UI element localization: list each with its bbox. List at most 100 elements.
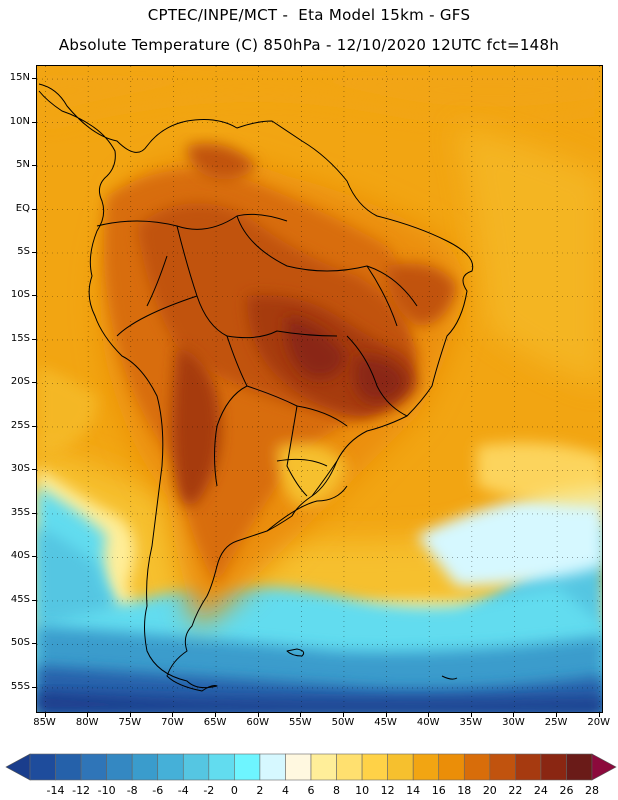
lon-label: 30W	[502, 717, 525, 728]
lat-label: 5N	[16, 159, 30, 171]
lat-label: EQ	[15, 202, 30, 214]
colorbar-label: 4	[281, 784, 289, 797]
map-title-line2: Absolute Temperature (C) 850hPa - 12/10/…	[58, 36, 560, 54]
colorbar-cell	[29, 753, 56, 781]
lat-label: 15N	[9, 72, 30, 84]
colorbar-cell	[566, 753, 593, 781]
colorbar-cell	[131, 753, 159, 781]
lat-tick	[32, 686, 36, 688]
lon-tick	[172, 713, 174, 717]
colorbar-cell	[157, 753, 184, 781]
lon-label: 20W	[587, 717, 611, 728]
map-title-line1: CPTEC/INPE/MCT - Eta Model 15km - GFS	[147, 6, 471, 24]
colorbar-cell	[208, 753, 235, 781]
lat-tick	[32, 469, 36, 471]
lat-label: 30S	[10, 463, 30, 475]
lon-label: 25W	[544, 717, 568, 728]
colorbar-cell	[489, 753, 516, 781]
lon-label: 35W	[459, 717, 483, 728]
colorbar-label: 16	[431, 784, 446, 797]
lat-label: 15S	[10, 332, 30, 344]
lon-tick	[129, 713, 131, 717]
lat-tick	[32, 295, 36, 297]
lat-tick	[32, 643, 36, 645]
colorbar-label: 8	[333, 784, 341, 797]
lon-label: 40W	[416, 717, 440, 728]
colorbar-label: 12	[380, 784, 395, 797]
lon-tick	[428, 713, 430, 717]
colorbar-label: 18	[457, 784, 472, 797]
temperature-map	[36, 65, 603, 713]
colorbar-label: -10	[97, 784, 116, 797]
lon-label: 85W	[33, 717, 56, 728]
lon-tick	[556, 713, 558, 717]
lat-label: 20S	[10, 376, 30, 388]
lat-label: 40S	[10, 550, 30, 562]
lat-label: 25S	[10, 419, 30, 431]
temperature-colorbar	[5, 753, 617, 781]
lat-tick	[32, 121, 36, 123]
colorbar-label: -12	[72, 784, 91, 797]
lon-label: 75W	[118, 717, 142, 728]
colorbar-cell	[55, 753, 82, 781]
lat-tick	[32, 599, 36, 601]
colorbar-cell	[540, 753, 567, 781]
colorbar-cell	[463, 753, 491, 781]
colorbar-cell	[412, 753, 440, 781]
lon-label: 70W	[161, 717, 184, 728]
colorbar-label: -14	[46, 784, 65, 797]
colorbar-label: 14	[406, 784, 421, 797]
colorbar-cell	[336, 753, 363, 781]
colorbar-cell	[438, 753, 465, 781]
lat-tick	[32, 512, 36, 514]
lon-tick	[257, 713, 259, 717]
colorbar-label: -6	[152, 784, 164, 797]
lat-label: 10S	[10, 289, 30, 301]
lat-label: 10N	[9, 115, 30, 127]
colorbar-label: -4	[177, 784, 189, 797]
colorbar-cell	[285, 753, 312, 781]
lon-label: 80W	[75, 717, 99, 728]
graticule	[37, 66, 602, 712]
lat-tick	[32, 556, 36, 558]
lon-label: 65W	[203, 717, 227, 728]
lat-tick	[32, 78, 36, 80]
colorbar-cell	[182, 753, 210, 781]
colorbar-cell	[591, 753, 617, 781]
colorbar-label: 6	[307, 784, 315, 797]
colorbar-label: -8	[126, 784, 138, 797]
lon-tick	[44, 713, 46, 717]
colorbar-cell	[259, 753, 286, 781]
colorbar-cell	[106, 753, 133, 781]
colorbar-cell	[515, 753, 542, 781]
lon-label: 45W	[374, 717, 397, 728]
colorbar-cell	[5, 753, 31, 781]
colorbar-label: 20	[482, 784, 497, 797]
temperature-field	[37, 66, 602, 712]
lat-tick	[32, 382, 36, 384]
colorbar-label: 24	[533, 784, 548, 797]
lon-tick	[598, 713, 600, 717]
lat-label: 50S	[10, 637, 30, 649]
colorbar-cell	[361, 753, 388, 781]
lat-tick	[32, 425, 36, 427]
lat-label: 35S	[10, 506, 30, 518]
coastlines	[38, 83, 474, 692]
lon-tick	[513, 713, 515, 717]
lon-tick	[342, 713, 344, 717]
colorbar-label: 10	[355, 784, 370, 797]
colorbar-label: 22	[508, 784, 523, 797]
lon-label: 50W	[331, 717, 355, 728]
colorbar-cell	[80, 753, 107, 781]
colorbar-label: -2	[203, 784, 215, 797]
colorbar-label: 0	[230, 784, 238, 797]
lat-label: 45S	[10, 593, 30, 605]
colorbar-label: 2	[256, 784, 264, 797]
colorbar-label: 28	[585, 784, 599, 797]
lon-label: 60W	[246, 717, 269, 728]
colorbar-cell	[310, 753, 337, 781]
colorbar-cell	[387, 753, 414, 781]
lon-tick	[87, 713, 89, 717]
lon-tick	[470, 713, 472, 717]
colorbar-label: 26	[559, 784, 574, 797]
